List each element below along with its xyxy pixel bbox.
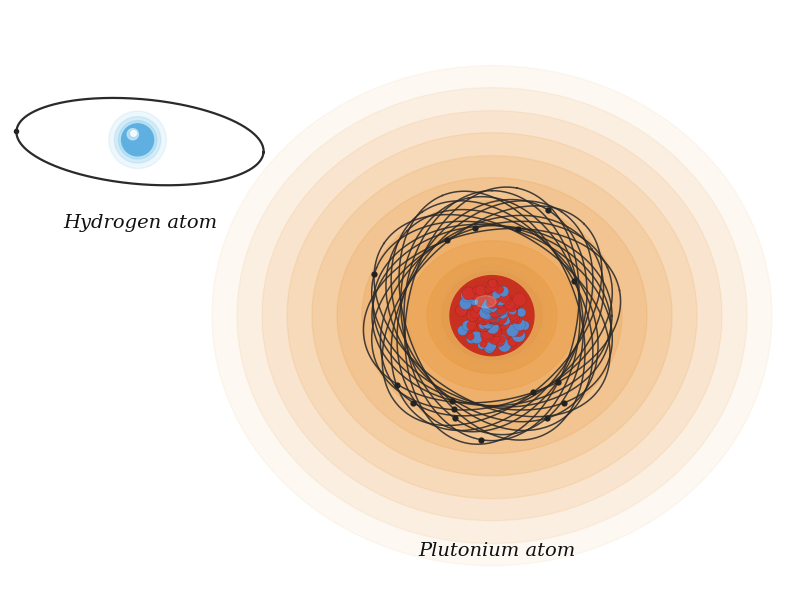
Ellipse shape bbox=[312, 156, 672, 476]
Ellipse shape bbox=[446, 272, 538, 359]
Ellipse shape bbox=[475, 296, 496, 307]
Ellipse shape bbox=[427, 258, 557, 373]
Circle shape bbox=[130, 130, 137, 136]
Ellipse shape bbox=[262, 111, 722, 520]
Ellipse shape bbox=[287, 133, 697, 499]
Circle shape bbox=[114, 117, 161, 163]
Ellipse shape bbox=[442, 271, 542, 360]
Circle shape bbox=[122, 124, 154, 156]
Ellipse shape bbox=[362, 201, 622, 431]
Ellipse shape bbox=[212, 65, 772, 566]
Circle shape bbox=[127, 129, 138, 140]
Ellipse shape bbox=[337, 178, 647, 454]
Ellipse shape bbox=[407, 241, 577, 391]
Ellipse shape bbox=[450, 276, 534, 356]
Circle shape bbox=[118, 120, 157, 159]
Circle shape bbox=[109, 111, 166, 169]
Ellipse shape bbox=[440, 266, 544, 365]
Text: Plutonium atom: Plutonium atom bbox=[418, 542, 576, 560]
Ellipse shape bbox=[387, 222, 597, 409]
Ellipse shape bbox=[432, 258, 552, 373]
Text: Hydrogen atom: Hydrogen atom bbox=[63, 214, 217, 232]
Ellipse shape bbox=[237, 88, 747, 543]
